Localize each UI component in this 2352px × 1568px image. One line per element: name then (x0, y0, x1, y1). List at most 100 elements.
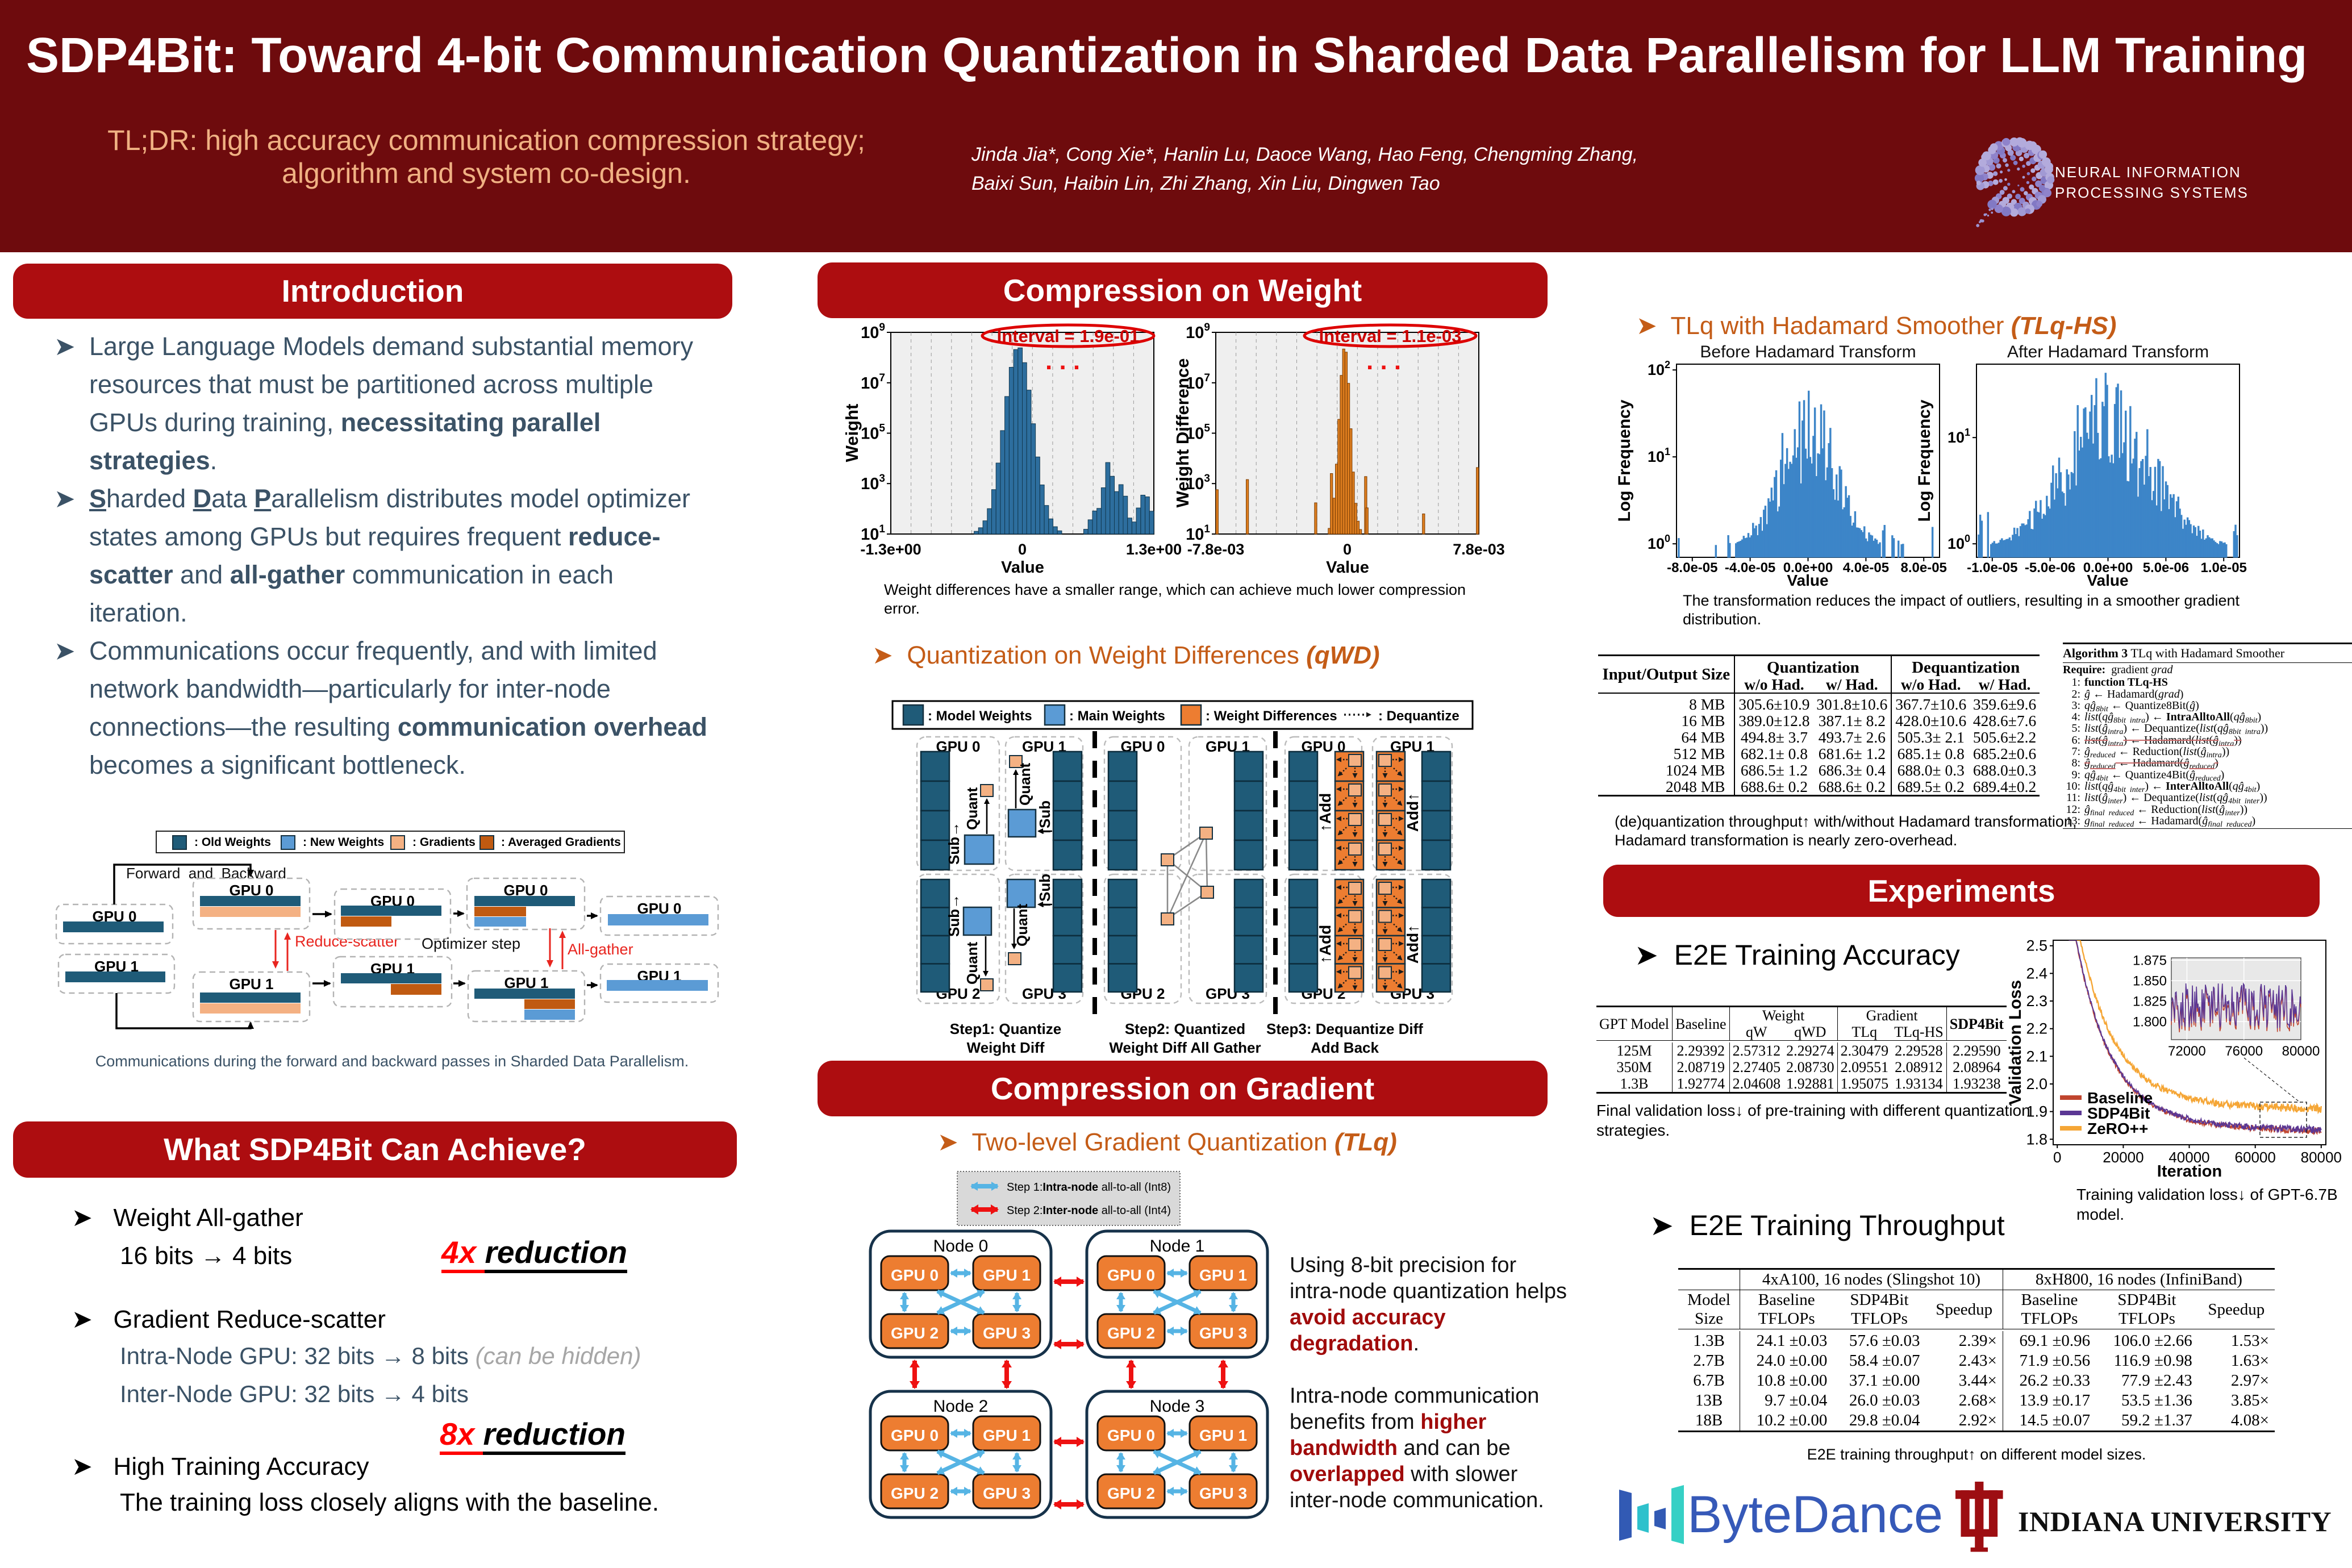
svg-text:Baseline: Baseline (2087, 1089, 2153, 1107)
svg-text:Optimizer step: Optimizer step (422, 935, 520, 952)
svg-text:NEURAL INFORMATION: NEURAL INFORMATION (2055, 164, 2241, 181)
svg-text:2.3: 2.3 (2026, 992, 2047, 1010)
svg-text:: Weight Differences: : Weight Differences (1206, 708, 1337, 724)
svg-text:1.0e-05: 1.0e-05 (2200, 560, 2246, 576)
svg-text:Log Frequency: Log Frequency (1915, 399, 1934, 522)
svg-text:Step 1:Intra-node all-to-all (: Step 1:Intra-node all-to-all (Int8) (1007, 1181, 1171, 1194)
svg-text:0.0e+00: 0.0e+00 (1783, 560, 1833, 576)
svg-text:Interval = 1.9e-01: Interval = 1.9e-01 (997, 326, 1140, 346)
svg-text:Node 1: Node 1 (1150, 1237, 1205, 1256)
svg-text:GPU 0: GPU 0 (1107, 1427, 1155, 1444)
svg-text:Value: Value (1001, 558, 1044, 577)
svg-text:Sub→: Sub→ (945, 822, 962, 865)
svg-text:8.0e-05: 8.0e-05 (1900, 560, 1946, 576)
svg-text:1.3e+00: 1.3e+00 (1126, 541, 1182, 558)
svg-text:2.1: 2.1 (2026, 1048, 2047, 1065)
svg-text:GPU 1: GPU 1 (1199, 1427, 1247, 1444)
svg-text:2.4: 2.4 (2026, 965, 2047, 982)
svg-text:76000: 76000 (2225, 1044, 2263, 1059)
svg-text:-8.0e-05: -8.0e-05 (1667, 560, 1717, 576)
svg-text:GPU 2: GPU 2 (891, 1324, 939, 1342)
svg-text:0: 0 (1343, 541, 1352, 558)
svg-text:GPU 1: GPU 1 (983, 1266, 1031, 1284)
svg-text:SDP4Bit: SDP4Bit (2087, 1104, 2150, 1122)
svg-text:0: 0 (1018, 541, 1027, 558)
svg-text:Quant: Quant (964, 787, 981, 830)
svg-text:↑Add: ↑Add (1316, 925, 1334, 964)
svg-text:: Main Weights: : Main Weights (1069, 708, 1165, 724)
svg-text:Sub→: Sub→ (945, 894, 962, 937)
svg-text:: Dequantize: : Dequantize (1378, 708, 1459, 724)
svg-text:103: 103 (1186, 473, 1210, 493)
svg-text:. . .: . . . (1045, 347, 1080, 375)
svg-text:40000: 40000 (2168, 1149, 2209, 1166)
svg-text:GPU 3: GPU 3 (983, 1484, 1031, 1502)
svg-text:2.2: 2.2 (2026, 1020, 2047, 1037)
svg-text:80000: 80000 (2282, 1044, 2320, 1059)
svg-text:101: 101 (1648, 446, 1670, 465)
svg-text:Step3: Dequantize Diff: Step3: Dequantize Diff (1266, 1020, 1423, 1037)
svg-text:Quant: Quant (964, 942, 981, 985)
svg-text:-1.0e-05: -1.0e-05 (1967, 560, 2017, 576)
svg-text:Value: Value (2087, 572, 2128, 589)
svg-text:1.850: 1.850 (2133, 973, 2167, 989)
svg-text:-1.3e+00: -1.3e+00 (860, 541, 921, 558)
svg-text:1.800: 1.800 (2133, 1014, 2167, 1029)
svg-text:1.8: 1.8 (2026, 1131, 2047, 1148)
svg-text:↑Sub: ↑Sub (1036, 800, 1053, 836)
svg-text:Add Back: Add Back (1311, 1039, 1379, 1056)
svg-text:1.875: 1.875 (2133, 953, 2167, 968)
svg-text:Before Hadamard Transform: Before Hadamard Transform (1700, 343, 1916, 361)
svg-text:Weight: Weight (842, 404, 862, 462)
svg-text:0.0e+00: 0.0e+00 (2083, 560, 2133, 576)
svg-text:80000: 80000 (2301, 1149, 2342, 1166)
svg-text:-4.0e-05: -4.0e-05 (1725, 560, 1775, 576)
svg-text:0: 0 (2053, 1149, 2061, 1166)
svg-text:GPU 0: GPU 0 (1107, 1266, 1155, 1284)
svg-text:Log Frequency: Log Frequency (1615, 399, 1634, 522)
svg-text:1.9: 1.9 (2026, 1103, 2047, 1120)
svg-text:GPU 0: GPU 0 (891, 1427, 939, 1444)
svg-text:72000: 72000 (2168, 1044, 2206, 1059)
svg-text:102: 102 (1648, 359, 1670, 378)
svg-text:Add↑: Add↑ (1404, 925, 1421, 964)
svg-text:5.0e-06: 5.0e-06 (2143, 560, 2189, 576)
svg-text:↑Sub: ↑Sub (1036, 874, 1053, 909)
svg-text:Node 3: Node 3 (1150, 1397, 1205, 1416)
svg-text:4.0e-05: 4.0e-05 (1843, 560, 1889, 576)
svg-text:Weight Diff All Gather: Weight Diff All Gather (1109, 1039, 1261, 1056)
svg-text:7.8e-03: 7.8e-03 (1453, 541, 1505, 558)
svg-text:GPU 3: GPU 3 (1199, 1324, 1247, 1342)
svg-text:Step2: Quantized: Step2: Quantized (1125, 1020, 1245, 1037)
svg-text:2.5: 2.5 (2026, 937, 2047, 954)
svg-text:2.0: 2.0 (2026, 1075, 2047, 1092)
svg-text:-7.8e-03: -7.8e-03 (1187, 541, 1245, 558)
svg-text:Weight Diff: Weight Diff (967, 1039, 1045, 1056)
svg-text:Add↑: Add↑ (1404, 793, 1421, 832)
svg-text:GPU 1: GPU 1 (983, 1427, 1031, 1444)
svg-text:↑Add: ↑Add (1316, 793, 1334, 832)
svg-text:After Hadamard Transform: After Hadamard Transform (2007, 343, 2209, 361)
svg-text:Weight Difference: Weight Difference (1173, 358, 1192, 508)
svg-text:100: 100 (1648, 533, 1670, 552)
svg-text:GPU 1: GPU 1 (229, 975, 273, 992)
svg-text:20000: 20000 (2103, 1149, 2144, 1166)
svg-text:Interval = 1.1e-03: Interval = 1.1e-03 (1319, 326, 1462, 346)
svg-text:105: 105 (861, 423, 885, 443)
svg-text:100: 100 (1948, 533, 1970, 552)
svg-text:Quant: Quant (1014, 904, 1031, 946)
svg-text:-5.0e-06: -5.0e-06 (2025, 560, 2075, 576)
svg-text:60000: 60000 (2235, 1149, 2276, 1166)
svg-text:GPU 1: GPU 1 (1199, 1266, 1247, 1284)
svg-text:GPU 0: GPU 0 (891, 1266, 939, 1284)
svg-text:Iteration: Iteration (2157, 1162, 2222, 1179)
svg-text:. . .: . . . (1366, 347, 1401, 375)
svg-text:GPU 3: GPU 3 (983, 1324, 1031, 1342)
svg-text:Value: Value (1787, 572, 1828, 589)
svg-text:INDIANA UNIVERSITY: INDIANA UNIVERSITY (2018, 1506, 2332, 1537)
svg-text:PROCESSING SYSTEMS: PROCESSING SYSTEMS (2055, 184, 2249, 201)
svg-text:Node 0: Node 0 (933, 1237, 989, 1256)
svg-text:All-gather: All-gather (568, 941, 633, 958)
svg-text:Quant: Quant (1016, 763, 1033, 806)
svg-text:Node 2: Node 2 (933, 1397, 989, 1416)
